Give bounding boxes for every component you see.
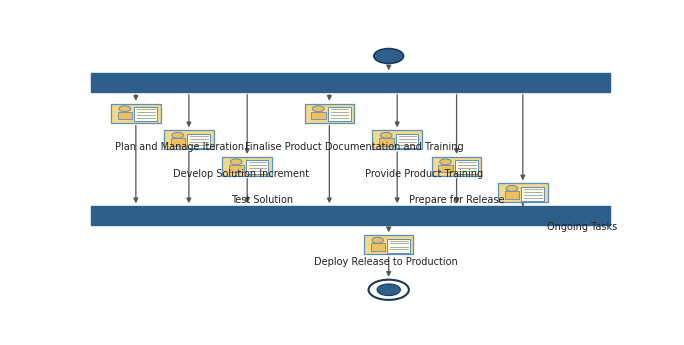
Circle shape <box>374 49 404 63</box>
FancyBboxPatch shape <box>91 206 610 225</box>
FancyBboxPatch shape <box>372 130 422 149</box>
Circle shape <box>119 106 131 112</box>
Circle shape <box>440 159 451 165</box>
FancyBboxPatch shape <box>118 112 133 119</box>
FancyBboxPatch shape <box>371 243 385 251</box>
Circle shape <box>380 132 392 138</box>
FancyBboxPatch shape <box>387 239 410 253</box>
FancyBboxPatch shape <box>505 191 519 199</box>
Circle shape <box>369 280 409 300</box>
Text: Provide Product Training: Provide Product Training <box>365 169 484 179</box>
Circle shape <box>506 186 518 191</box>
FancyBboxPatch shape <box>91 73 610 92</box>
FancyBboxPatch shape <box>438 165 453 172</box>
Text: Plan and Manage Iteration: Plan and Manage Iteration <box>115 142 244 152</box>
FancyBboxPatch shape <box>304 104 354 122</box>
Text: Test Solution: Test Solution <box>231 196 293 206</box>
Text: Prepare for Release: Prepare for Release <box>409 196 504 206</box>
Text: Develop Solution Increment: Develop Solution Increment <box>173 169 309 179</box>
FancyBboxPatch shape <box>498 183 548 202</box>
FancyBboxPatch shape <box>187 134 210 148</box>
FancyBboxPatch shape <box>164 130 213 149</box>
Circle shape <box>377 284 400 296</box>
FancyBboxPatch shape <box>396 134 419 148</box>
Circle shape <box>231 159 242 165</box>
FancyBboxPatch shape <box>311 112 326 119</box>
FancyBboxPatch shape <box>328 107 351 121</box>
FancyBboxPatch shape <box>246 160 268 174</box>
FancyBboxPatch shape <box>134 107 157 121</box>
FancyBboxPatch shape <box>455 160 478 174</box>
Text: Deploy Release to Production: Deploy Release to Production <box>314 257 458 267</box>
FancyBboxPatch shape <box>521 187 544 201</box>
FancyBboxPatch shape <box>111 104 161 122</box>
Circle shape <box>313 106 324 112</box>
FancyBboxPatch shape <box>222 157 272 176</box>
FancyBboxPatch shape <box>379 138 394 146</box>
FancyBboxPatch shape <box>364 235 414 254</box>
FancyBboxPatch shape <box>432 157 482 176</box>
Circle shape <box>372 237 384 243</box>
Text: Ongoing Tasks: Ongoing Tasks <box>547 222 617 232</box>
FancyBboxPatch shape <box>171 138 185 146</box>
FancyBboxPatch shape <box>229 165 244 172</box>
Text: Finalise Product Documentation and Training: Finalise Product Documentation and Train… <box>245 142 463 152</box>
Circle shape <box>172 132 183 138</box>
